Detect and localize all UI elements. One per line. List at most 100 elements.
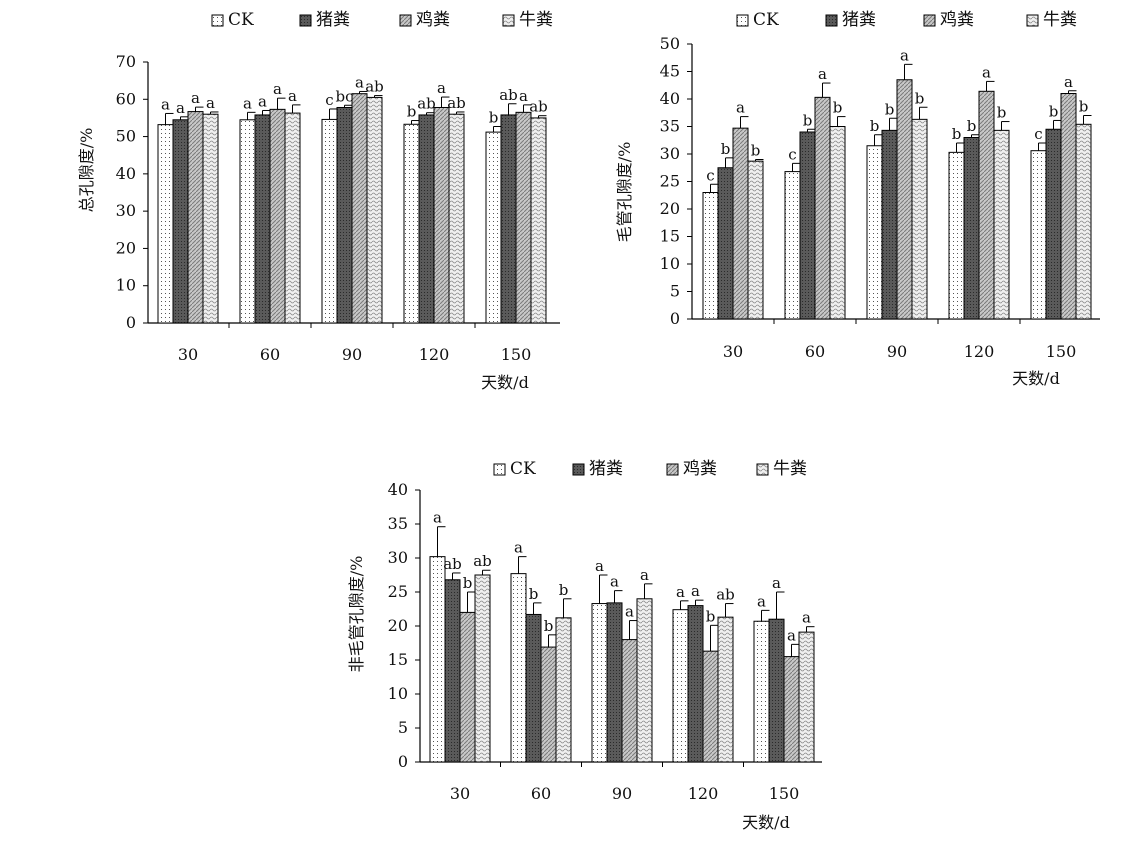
legend-label: CK — [228, 10, 254, 30]
bar — [963, 137, 980, 320]
bar — [254, 114, 271, 324]
significance-label: b — [463, 574, 473, 592]
significance-label: ab — [473, 552, 492, 570]
significance-label: bc — [335, 87, 353, 105]
bar — [717, 616, 734, 763]
x-tick-label: 120 — [964, 342, 995, 361]
bar — [157, 124, 174, 324]
x-tick-label: 30 — [723, 342, 743, 361]
y-tick-label: 10 — [116, 276, 136, 295]
y-tick-label: 30 — [116, 201, 136, 220]
legend-swatch — [736, 14, 749, 27]
y-tick-label: 10 — [388, 684, 408, 703]
significance-label: a — [355, 73, 364, 91]
y-tick-label: 20 — [116, 238, 136, 257]
legend-swatch — [1026, 14, 1039, 27]
bar — [768, 618, 785, 763]
significance-label: b — [489, 109, 499, 127]
bar — [474, 574, 491, 763]
bar — [187, 111, 204, 324]
significance-label: a — [258, 92, 267, 110]
chart-panel-2: CK 猪粪 鸡粪 牛粪05101520253035404550cbab30cbab60… — [615, 10, 1100, 388]
y-tick-label: 70 — [116, 52, 136, 71]
legend-label: 猪粪 — [842, 10, 876, 30]
significance-label: b — [997, 104, 1007, 122]
y-tick-label: 40 — [388, 480, 408, 499]
bar — [978, 90, 995, 320]
significance-label: a — [610, 573, 619, 591]
significance-label: b — [1049, 102, 1059, 120]
y-tick-label: 0 — [398, 752, 408, 771]
legend-swatch — [825, 14, 838, 27]
significance-label: a — [437, 79, 446, 97]
y-tick-label: 20 — [388, 616, 408, 635]
significance-label: ab — [443, 555, 462, 573]
bar — [799, 131, 816, 320]
significance-label: b — [407, 103, 417, 121]
legend-label: 牛粪 — [519, 10, 553, 30]
significance-label: b — [967, 117, 977, 135]
significance-label: b — [915, 89, 925, 107]
bar — [444, 579, 461, 763]
y-tick-label: 15 — [660, 227, 680, 246]
x-tick-label: 30 — [450, 784, 470, 803]
bar — [1030, 150, 1047, 320]
significance-label: c — [1034, 125, 1042, 143]
bar — [687, 605, 704, 763]
significance-label: a — [772, 574, 781, 592]
y-tick-label: 0 — [126, 313, 136, 332]
bar — [798, 631, 815, 763]
x-tick-label: 90 — [342, 345, 362, 364]
significance-label: b — [885, 100, 895, 118]
bar — [336, 106, 353, 324]
x-tick-label: 90 — [612, 784, 632, 803]
bar — [555, 617, 572, 763]
chart-panel-3: CK 猪粪 鸡粪 牛粪0510152025303540aabbab30abbb60aa… — [347, 459, 822, 832]
bar — [621, 639, 638, 763]
x-tick-label: 60 — [531, 784, 551, 803]
significance-label: b — [544, 617, 554, 635]
significance-label: a — [273, 80, 282, 98]
legend-label: 鸡粪 — [416, 10, 450, 30]
y-tick-label: 5 — [670, 282, 680, 301]
significance-label: b — [833, 99, 843, 117]
y-tick-label: 40 — [116, 164, 136, 183]
significance-label: a — [433, 509, 442, 527]
x-axis-label: 天数/d — [742, 813, 790, 832]
significance-label: a — [625, 603, 634, 621]
bar — [783, 656, 800, 763]
bar — [433, 106, 450, 324]
bar — [747, 160, 764, 320]
bar — [753, 620, 770, 763]
y-tick-label: 20 — [660, 199, 680, 218]
bar — [351, 93, 368, 324]
bar — [1075, 123, 1092, 320]
legend-label: 猪粪 — [316, 10, 350, 30]
x-tick-label: 120 — [688, 784, 719, 803]
legend-label: CK — [753, 10, 779, 30]
bar — [429, 556, 446, 763]
y-tick-label: 50 — [116, 127, 136, 146]
significance-label: a — [982, 63, 991, 81]
legend-label: CK — [510, 459, 536, 479]
significance-label: c — [706, 166, 714, 184]
legend-label: 鸡粪 — [940, 10, 974, 30]
bar — [993, 129, 1010, 320]
bar — [284, 112, 301, 324]
significance-label: a — [736, 99, 745, 117]
y-tick-label: 30 — [388, 548, 408, 567]
bar — [702, 650, 719, 763]
y-tick-label: 35 — [660, 117, 680, 136]
y-tick-label: 50 — [660, 34, 680, 53]
significance-label: b — [721, 140, 731, 158]
bar — [881, 129, 898, 320]
significance-label: a — [787, 626, 796, 644]
y-axis-label: 毛管孔隙度/% — [615, 142, 634, 243]
legend-swatch — [502, 14, 515, 27]
significance-label: a — [514, 539, 523, 557]
significance-label: a — [676, 583, 685, 601]
bar — [866, 145, 883, 320]
legend-label: 猪粪 — [589, 459, 623, 479]
bar — [500, 114, 517, 324]
